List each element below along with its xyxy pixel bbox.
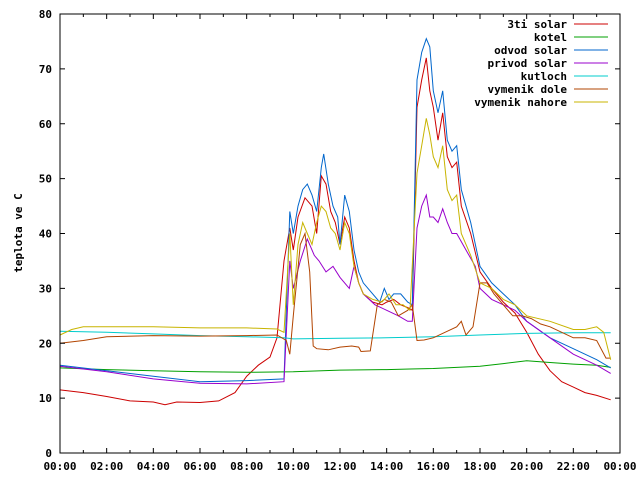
x-tick-label: 04:00 <box>137 460 170 473</box>
y-tick-label: 20 <box>39 337 52 350</box>
x-tick-label: 16:00 <box>417 460 450 473</box>
series-line-odvod-solar <box>59 37 611 383</box>
legend-label: 3ti solar <box>507 18 567 31</box>
x-tick-label: 22:00 <box>557 460 590 473</box>
y-tick-label: 50 <box>39 173 52 186</box>
x-tick-label: 10:00 <box>277 460 310 473</box>
x-tick-label: 06:00 <box>183 460 216 473</box>
series-layer <box>59 37 612 406</box>
y-tick-label: 40 <box>39 228 52 241</box>
series-line-vymenik-dole <box>59 231 611 359</box>
x-tick-label: 12:00 <box>323 460 356 473</box>
y-tick-label: 10 <box>39 392 52 405</box>
legend-label: odvod solar <box>494 44 567 57</box>
y-axis-title: teplota ve C <box>12 193 25 272</box>
series-line-kutloch <box>59 330 611 340</box>
x-tick-label: 00:00 <box>603 460 636 473</box>
y-tick-label: 0 <box>45 447 52 460</box>
x-tick-label: 18:00 <box>463 460 496 473</box>
x-tick-label: 14:00 <box>370 460 403 473</box>
y-tick-labels: 0 10 20 30 40 50 60 70 80 <box>39 8 52 460</box>
y-tick-label: 30 <box>39 282 52 295</box>
y-tick-label: 70 <box>39 63 52 76</box>
x-tick-label: 08:00 <box>230 460 263 473</box>
x-tick-label: 02:00 <box>90 460 123 473</box>
x-tick-label: 20:00 <box>510 460 543 473</box>
ticks-layer <box>59 13 621 454</box>
legend-label: kotel <box>534 31 567 44</box>
x-tick-labels: 00:00 02:00 04:00 06:00 08:00 10:00 12:00 14:00… <box>43 460 636 473</box>
legend-label: privod solar <box>488 57 568 70</box>
series-line-vymenik-nahore <box>59 118 612 360</box>
x-tick-label: 00:00 <box>43 460 76 473</box>
series-line-kotel <box>59 360 611 373</box>
y-tick-label: 80 <box>39 8 52 21</box>
y-tick-label: 60 <box>39 118 52 131</box>
legend-label: kutloch <box>521 70 567 83</box>
legend-label: vymenik dole <box>488 83 568 96</box>
legend-label: vymenik nahore <box>474 96 567 109</box>
